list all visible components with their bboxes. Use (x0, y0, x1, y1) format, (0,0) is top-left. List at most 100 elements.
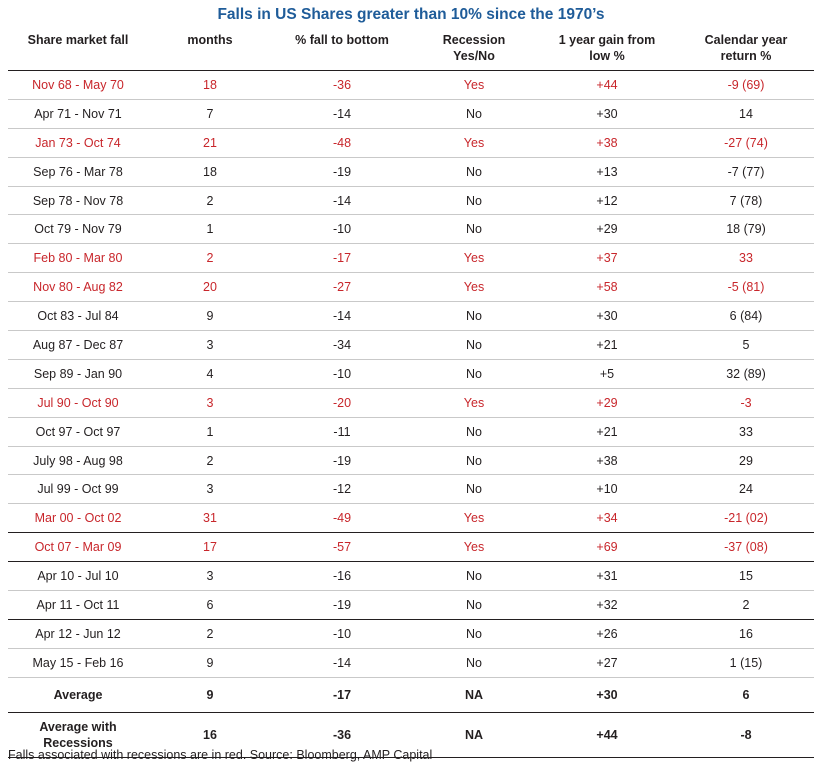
cell-fall: -36 (272, 70, 412, 100)
table-title: Falls in US Shares greater than 10% sinc… (217, 6, 605, 23)
cell-months: 3 (148, 474, 272, 505)
cell-months: 1 (148, 214, 272, 245)
cell-fall: -20 (272, 388, 412, 418)
average-recessions-months: 16 (148, 712, 272, 758)
cell-calendar: 16 (678, 619, 814, 649)
cell-months: 20 (148, 272, 272, 303)
cell-recession: No (412, 186, 536, 216)
average-recessions-calendar: -8 (678, 712, 814, 758)
cell-recession: Yes (412, 532, 536, 563)
table-row: Oct 83 - Jul 84 9 -14 No +30 6 (84) (8, 301, 814, 332)
average-recessions-period: Average with Recessions (8, 712, 148, 758)
cell-months: 21 (148, 128, 272, 158)
cell-period: Oct 79 - Nov 79 (8, 214, 148, 245)
cell-recession: Yes (412, 128, 536, 158)
cell-fall: -48 (272, 128, 412, 158)
cell-gain: +38 (536, 128, 678, 158)
cell-months: 31 (148, 503, 272, 534)
header-row: Share market fall months % fall to botto… (8, 28, 814, 71)
cell-calendar: 29 (678, 446, 814, 476)
cell-fall: -17 (272, 243, 412, 274)
cell-period: Sep 76 - Mar 78 (8, 157, 148, 187)
cell-months: 4 (148, 359, 272, 389)
header-period: Share market fall (8, 28, 148, 71)
cell-recession: No (412, 417, 536, 447)
cell-recession: No (412, 157, 536, 187)
average-recessions-row: Average with Recessions 16 -36 NA +44 -8 (8, 712, 814, 758)
cell-gain: +31 (536, 561, 678, 592)
cell-months: 18 (148, 70, 272, 100)
cell-period: Oct 83 - Jul 84 (8, 301, 148, 332)
average-recessions-fall: -36 (272, 712, 412, 758)
cell-fall: -19 (272, 590, 412, 620)
cell-months: 7 (148, 99, 272, 129)
cell-calendar: 15 (678, 561, 814, 592)
average-calendar: 6 (678, 677, 814, 713)
cell-calendar: 6 (84) (678, 301, 814, 332)
table-row: Oct 97 - Oct 97 1 -11 No +21 33 (8, 417, 814, 447)
cell-period: Apr 12 - Jun 12 (8, 619, 148, 649)
table-row: Nov 80 - Aug 82 20 -27 Yes +58 -5 (81) (8, 272, 814, 303)
cell-period: Apr 10 - Jul 10 (8, 561, 148, 592)
cell-gain: +12 (536, 186, 678, 216)
cell-recession: Yes (412, 70, 536, 100)
cell-recession: No (412, 446, 536, 476)
cell-calendar: -27 (74) (678, 128, 814, 158)
table-row: May 15 - Feb 16 9 -14 No +27 1 (15) (8, 648, 814, 678)
cell-months: 3 (148, 388, 272, 418)
table-body: Nov 68 - May 70 18 -36 Yes +44 -9 (69) Apr 71 … (8, 70, 814, 758)
cell-calendar: 2 (678, 590, 814, 620)
header-gain: 1 year gain from low % (536, 28, 678, 71)
cell-calendar: -9 (69) (678, 70, 814, 100)
cell-period: May 15 - Feb 16 (8, 648, 148, 678)
cell-fall: -57 (272, 532, 412, 563)
cell-recession: No (412, 619, 536, 649)
cell-fall: -10 (272, 214, 412, 245)
cell-fall: -14 (272, 648, 412, 678)
cell-recession: No (412, 648, 536, 678)
table-row: Jul 90 - Oct 90 3 -20 Yes +29 -3 (8, 388, 814, 418)
cell-fall: -14 (272, 301, 412, 332)
cell-months: 2 (148, 619, 272, 649)
cell-period: Jan 73 - Oct 74 (8, 128, 148, 158)
cell-gain: +30 (536, 301, 678, 332)
cell-recession: Yes (412, 388, 536, 418)
cell-recession: No (412, 214, 536, 245)
cell-gain: +69 (536, 532, 678, 563)
average-recession: NA (412, 677, 536, 713)
cell-fall: -16 (272, 561, 412, 592)
average-recessions-gain: +44 (536, 712, 678, 758)
table-row: Jan 73 - Oct 74 21 -48 Yes +38 -27 (74) (8, 128, 814, 158)
cell-months: 9 (148, 301, 272, 332)
cell-gain: +34 (536, 503, 678, 534)
header-recession: Recession Yes/No (412, 28, 536, 71)
cell-gain: +30 (536, 99, 678, 129)
cell-calendar: 33 (678, 417, 814, 447)
cell-period: Sep 78 - Nov 78 (8, 186, 148, 216)
table-row: Sep 76 - Mar 78 18 -19 No +13 -7 (77) (8, 157, 814, 187)
cell-calendar: 5 (678, 330, 814, 360)
average-recessions-recession: NA (412, 712, 536, 758)
average-row: Average 9 -17 NA +30 6 (8, 677, 814, 713)
cell-months: 17 (148, 532, 272, 563)
header-months: months (148, 28, 272, 71)
footnote: Falls associated with recessions are in … (8, 748, 433, 762)
average-fall: -17 (272, 677, 412, 713)
cell-period: Jul 99 - Oct 99 (8, 474, 148, 505)
cell-recession: No (412, 474, 536, 505)
cell-recession: No (412, 590, 536, 620)
cell-period: Oct 97 - Oct 97 (8, 417, 148, 447)
cell-calendar: -3 (678, 388, 814, 418)
table-row: Nov 68 - May 70 18 -36 Yes +44 -9 (69) (8, 70, 814, 100)
cell-months: 2 (148, 446, 272, 476)
cell-fall: -10 (272, 619, 412, 649)
cell-period: July 98 - Aug 98 (8, 446, 148, 476)
cell-gain: +44 (536, 70, 678, 100)
cell-calendar: 7 (78) (678, 186, 814, 216)
table-row: July 98 - Aug 98 2 -19 No +38 29 (8, 446, 814, 476)
cell-recession: No (412, 301, 536, 332)
cell-gain: +21 (536, 330, 678, 360)
table-row: Sep 89 - Jan 90 4 -10 No +5 32 (89) (8, 359, 814, 389)
cell-fall: -27 (272, 272, 412, 303)
cell-gain: +38 (536, 446, 678, 476)
